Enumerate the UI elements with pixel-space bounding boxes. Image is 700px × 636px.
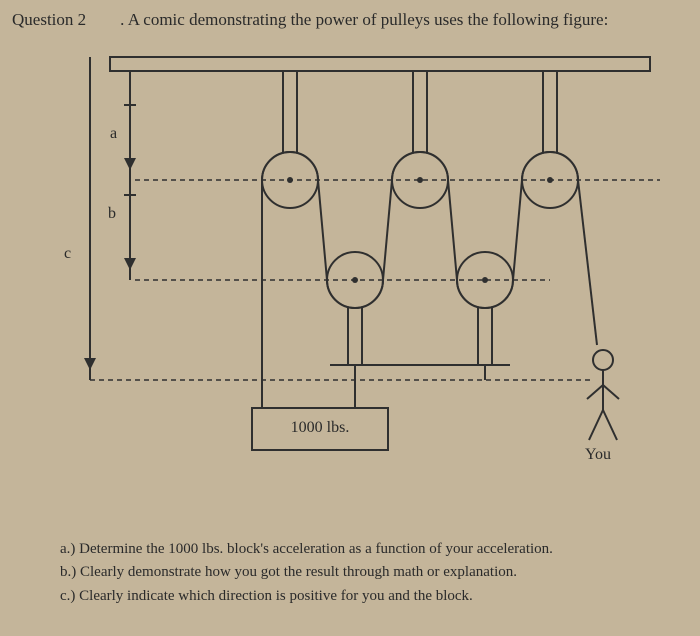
question-prompt: . A comic demonstrating the power of pul… (120, 10, 608, 29)
you-label: You (585, 446, 611, 464)
label-b: b (108, 205, 116, 223)
question-number: Question 2 (12, 10, 86, 29)
sub-questions: a.) Determine the 1000 lbs. block's acce… (60, 537, 660, 609)
label-c: c (64, 245, 71, 263)
page: Question 2 . A comic demonstrating the p… (0, 0, 700, 636)
question-c: c.) Clearly indicate which direction is … (60, 585, 660, 608)
header: Question 2 . A comic demonstrating the p… (12, 10, 688, 30)
question-b: b.) Clearly demonstrate how you got the … (60, 561, 660, 584)
figure-svg (30, 45, 670, 525)
pulley-figure: a b c 1000 lbs. You (30, 45, 670, 525)
label-a: a (110, 125, 117, 143)
question-a: a.) Determine the 1000 lbs. block's acce… (60, 538, 660, 561)
load-label: 1000 lbs. (252, 419, 388, 437)
